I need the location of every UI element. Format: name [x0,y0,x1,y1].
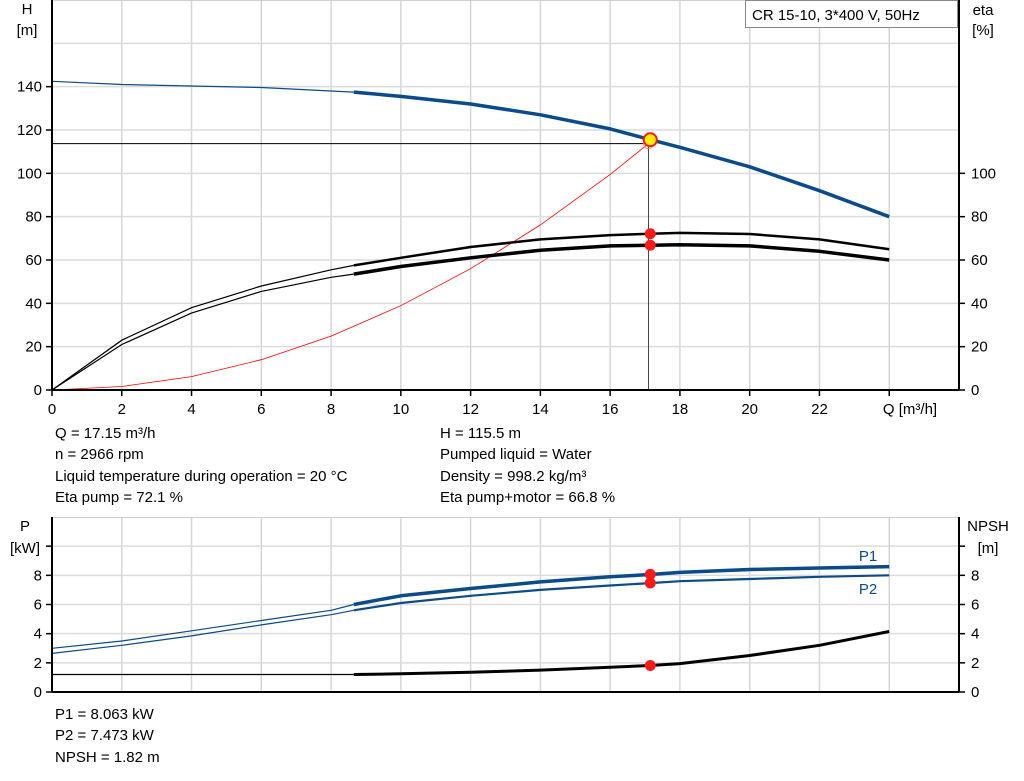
p1-curve [353,564,890,607]
y-tick-label: 140 [17,79,42,96]
eta-tick-label: 80 [971,209,988,226]
npsh-axis-label: NPSH [967,518,1009,535]
eta-tick-label: 60 [971,252,988,269]
h-axis-label: H [22,1,33,18]
eta-pump-motor-readout: Eta pump+motor = 66.8 % [440,488,616,506]
p1-curve-thin [51,603,354,649]
npsh-tick-label: 0 [971,684,979,701]
p-tick-label: 8 [34,567,42,584]
eta-pump-curve [353,231,890,267]
eta-pump-motor-curve [353,243,890,276]
p-axis-label: P [20,518,30,535]
x-tick-label: 18 [672,401,689,418]
npsh-tick-label: 8 [971,567,979,584]
duty-point-marker [642,132,658,148]
p-tick-label: 6 [34,597,42,614]
x-tick-label: 16 [602,401,619,418]
y-tick-label: 40 [25,295,42,312]
liquid-readout: Pumped liquid = Water [440,446,592,464]
npsh-readout: NPSH = 1.82 m [55,748,160,766]
npsh-tick-label: 4 [971,626,979,643]
eta-pump-motor-curve-thin [51,273,354,391]
p2-readout: P2 = 7.473 kW [55,727,154,745]
speed-readout: n = 2966 rpm [55,446,144,464]
eta-tick-label: 0 [971,382,979,399]
x-axis-label: Q [m³/h] [883,401,937,418]
p1-readout: P1 = 8.063 kW [55,706,154,723]
density-readout: Density = 998.2 kg/m³ [440,467,587,485]
npsh-marker [644,659,656,671]
head-curve [353,90,890,219]
x-tick-label: 10 [393,401,410,418]
legend-box [745,0,958,28]
y-tick-label: 100 [17,165,42,182]
system-curve [51,143,649,391]
eta-pump-motor-marker [644,239,656,251]
p-tick-label: 4 [34,626,42,643]
npsh-axis-unit: [m] [978,540,999,557]
x-tick-label: 0 [48,401,56,418]
y-tick-label: 80 [25,209,42,226]
x-tick-label: 4 [187,401,195,418]
npsh-tick-label: 6 [971,597,979,614]
results-right: H = 115.5 m Pumped liquid = Water Densit… [440,423,615,508]
h-axis-unit: [m] [17,22,38,39]
results-lower: P1 = 8.063 kW P2 = 7.473 kW NPSH = 1.82 … [55,704,160,768]
p2-curve-thin [51,609,354,654]
eta-axis-unit: [%] [972,22,994,39]
p2-curve [353,574,890,612]
results-left: Q = 17.15 m³/h n = 2966 rpm Liquid tempe… [55,423,347,508]
npsh-tick-label: 2 [971,655,979,672]
head-readout: H = 115.5 m [440,425,522,442]
p2-label: P2 [859,581,877,598]
eta-pump-marker [644,228,656,240]
npsh-curve [353,630,890,676]
p-tick-label: 2 [34,655,42,672]
eta-tick-label: 40 [971,295,988,312]
x-tick-label: 8 [327,401,335,418]
pump-model-title: CR 15-10, 3*400 V, 50Hz [752,7,920,24]
x-tick-label: 20 [741,401,758,418]
x-tick-label: 14 [532,401,549,418]
y-tick-label: 120 [17,122,42,139]
y-tick-label: 20 [25,339,42,356]
x-tick-label: 22 [811,401,828,418]
y-tick-label: 0 [34,382,42,399]
p1-label: P1 [859,548,877,565]
x-tick-label: 6 [257,401,265,418]
p-axis-unit: [kW] [10,540,40,557]
eta-tick-label: 20 [971,339,988,356]
head-curve-thin [51,80,354,93]
temperature-readout: Liquid temperature during operation = 20… [55,467,348,485]
y-tick-label: 60 [25,252,42,269]
eta-tick-label: 100 [971,165,996,182]
eta-pump-curve-thin [51,264,354,391]
p2-marker [644,577,656,589]
p1-marker [644,568,656,580]
x-tick-label: 2 [118,401,126,418]
flow-readout: Q = 17.15 m³/h [55,425,156,442]
x-tick-label: 12 [462,401,479,418]
p-tick-label: 0 [34,684,42,701]
eta-pump-readout: Eta pump = 72.1 % [55,488,183,506]
eta-axis-label: eta [973,2,995,19]
